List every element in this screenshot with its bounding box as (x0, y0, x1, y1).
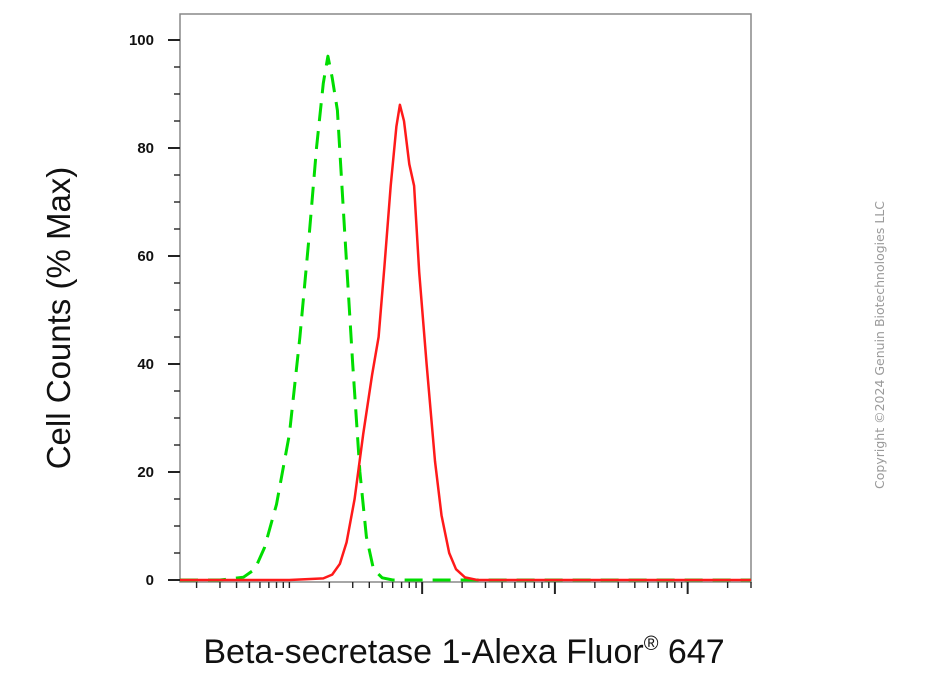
x-axis-title: Beta-secretase 1-Alexa Fluor® 647 (203, 633, 724, 671)
y-tick-label: 60 (137, 248, 154, 265)
y-tick-label: 100 (129, 32, 154, 49)
x-axis-ticks (195, 582, 752, 594)
y-tick-label: 40 (137, 356, 154, 373)
series-line-solid (180, 103, 751, 582)
x-axis-title-tail: 647 (658, 633, 724, 671)
y-axis-title: Cell Counts (% Max) (40, 167, 77, 470)
y-tick-label: 20 (137, 464, 154, 481)
series-layer (180, 54, 751, 582)
x-axis-title-main: Beta-secretase 1-Alexa Fluor (203, 633, 643, 671)
plot-frame (179, 13, 752, 583)
series-line-dashed (180, 54, 751, 582)
y-axis-ticks: 0 20 40 60 80 100 (129, 32, 180, 589)
y-tick-label: 0 (146, 572, 154, 589)
y-tick-label: 80 (137, 140, 154, 157)
x-axis-title-registered: ® (644, 633, 659, 655)
copyright-watermark: Copyright ©2024 Genuin Biotechnologies L… (872, 201, 887, 489)
